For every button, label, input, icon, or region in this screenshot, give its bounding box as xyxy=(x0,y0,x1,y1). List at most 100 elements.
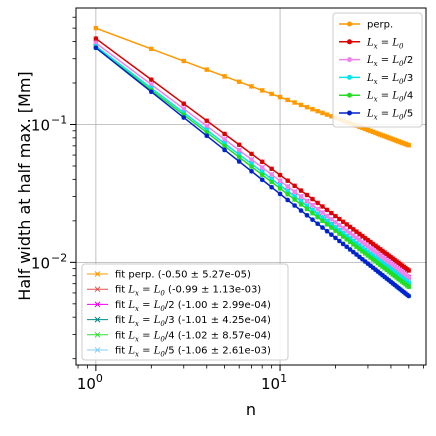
data-point xyxy=(315,221,320,227)
data-point xyxy=(310,106,315,112)
data-point xyxy=(269,184,274,190)
data-point xyxy=(292,189,297,195)
legend-label-L0_2: Lx = L0/2 xyxy=(366,55,413,68)
data-point xyxy=(204,133,210,139)
data-point xyxy=(315,206,320,212)
data-point xyxy=(298,102,304,108)
data-point xyxy=(259,177,265,183)
data-point xyxy=(315,214,320,220)
data-point xyxy=(292,197,297,202)
legend-swatch-marker xyxy=(347,21,352,27)
data-point xyxy=(204,123,210,129)
data-point xyxy=(320,215,325,220)
data-point xyxy=(347,247,353,252)
legend-label-L0_3: Lx = L0/3 xyxy=(366,73,413,86)
data-point xyxy=(236,142,242,148)
legend-fit-label-L0_2: fit Lx = L0/2 (-1.00 ± 2.99e-04) xyxy=(115,300,271,313)
legend-swatch-marker xyxy=(347,110,352,116)
data-point xyxy=(315,200,320,206)
data-point xyxy=(277,191,283,197)
data-point xyxy=(310,202,315,208)
legend-fit-swatch-marker xyxy=(94,286,101,293)
data-point xyxy=(344,222,349,227)
y-axis-label: Half width at half max. [Mm] xyxy=(15,71,34,300)
data-point xyxy=(304,206,310,212)
data-point xyxy=(310,196,315,202)
data-point xyxy=(269,172,274,177)
y-ticks: 10−210−1 xyxy=(31,16,76,360)
data-point xyxy=(333,228,338,234)
data-point xyxy=(181,101,187,106)
data-point xyxy=(204,118,210,124)
data-point xyxy=(337,222,342,228)
legend-label-L0_5: Lx = L0/5 xyxy=(366,109,413,122)
data-point xyxy=(337,231,342,237)
y-tick-label: 10 xyxy=(31,116,50,134)
data-point xyxy=(277,178,283,184)
data-point xyxy=(93,36,99,41)
data-point xyxy=(298,188,304,193)
data-point xyxy=(236,79,242,85)
x-axis-label: n xyxy=(246,400,256,419)
data-point xyxy=(149,77,154,82)
data-point xyxy=(320,225,325,230)
data-point xyxy=(259,88,265,93)
data-point xyxy=(304,212,310,218)
data-point xyxy=(285,184,290,189)
data-point xyxy=(347,239,353,245)
data-point xyxy=(329,221,334,227)
data-point xyxy=(320,110,325,116)
data-point xyxy=(149,82,154,87)
data-point xyxy=(249,157,254,162)
y-tick-exponent: −2 xyxy=(51,251,67,264)
data-point xyxy=(310,210,315,216)
data-point xyxy=(333,235,338,241)
data-point xyxy=(344,233,349,239)
legend-series: perp. Lx = L0 Lx = L0/2 Lx = L0/3 Lx = L0/4 L… xyxy=(332,12,423,128)
series-L0 xyxy=(93,36,412,273)
data-point xyxy=(269,91,274,97)
data-point xyxy=(249,84,254,89)
data-point xyxy=(340,230,346,236)
legend-fit-label-L0_5: fit Lx = L0/5 (-1.06 ± 2.61e-03) xyxy=(115,346,271,359)
data-point xyxy=(149,89,154,95)
data-point xyxy=(347,224,353,230)
data-point xyxy=(329,210,334,216)
legend-fit-swatch-marker xyxy=(94,331,101,338)
data-point xyxy=(351,249,356,255)
data-point xyxy=(333,220,338,225)
data-point xyxy=(340,225,346,231)
data-point xyxy=(340,241,346,247)
data-point xyxy=(324,213,330,219)
data-point xyxy=(351,227,356,232)
y-tick-label: 10 xyxy=(31,254,50,272)
data-point xyxy=(298,194,304,199)
data-point xyxy=(406,284,412,289)
data-point xyxy=(304,104,310,110)
legend-label-L0: Lx = L0 xyxy=(366,37,404,50)
data-point xyxy=(292,203,297,208)
data-point xyxy=(315,108,320,114)
data-point xyxy=(320,204,325,209)
data-point xyxy=(269,179,274,185)
legend-fit-box xyxy=(81,263,289,361)
data-point xyxy=(292,100,297,105)
data-point xyxy=(329,216,334,222)
data-point xyxy=(320,218,325,224)
data-point xyxy=(93,25,99,31)
legend-fit-swatch-marker xyxy=(94,316,101,323)
data-point xyxy=(222,143,227,149)
data-point xyxy=(340,219,346,225)
data-point xyxy=(236,154,242,160)
data-point xyxy=(298,208,304,213)
data-point xyxy=(285,97,290,103)
data-point xyxy=(333,225,338,230)
data-point xyxy=(259,172,265,178)
data-point xyxy=(277,172,283,178)
data-point xyxy=(222,137,227,142)
data-point xyxy=(344,228,349,234)
data-point xyxy=(344,236,349,242)
legend-swatch-marker xyxy=(347,39,352,45)
series-L0_2 xyxy=(93,40,412,280)
